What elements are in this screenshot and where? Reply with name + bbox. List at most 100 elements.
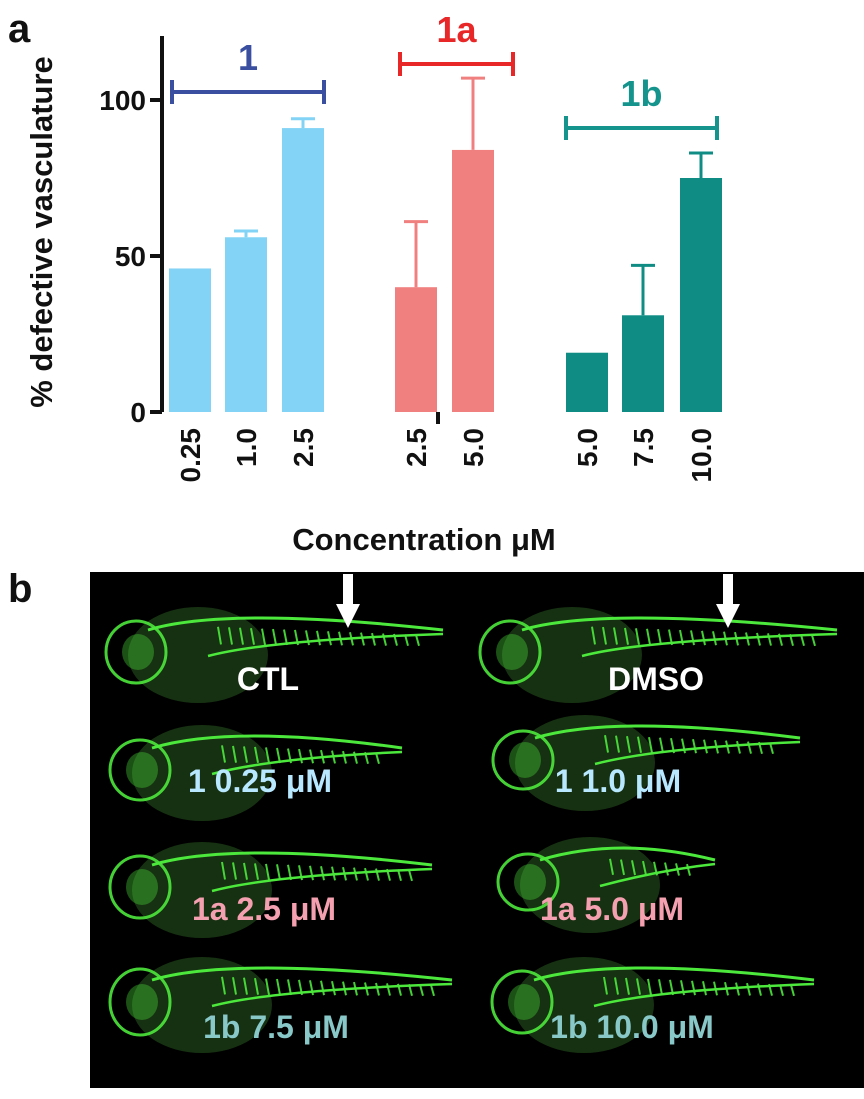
group-label-1a: 1a [436,9,477,50]
segmental-vessel [294,629,299,646]
segmental-vessel [239,627,244,645]
segmental-vessel [800,634,805,647]
segmental-vessel [703,739,708,754]
segmental-vessel [349,631,354,646]
segmental-vessel [657,628,662,646]
segmental-vessel [232,862,237,880]
segmental-vessel [714,739,719,754]
segmental-vessel [735,982,740,996]
segmental-vessel [637,736,642,753]
segmental-vessel [364,867,369,881]
eye-region [126,752,158,788]
panel-letter-a: a [8,7,31,51]
micrograph-label: 1b 10.0 μM [550,1009,714,1045]
segmental-vessel [591,626,596,645]
yolk-region [514,957,654,1053]
segmental-vessel [364,751,369,764]
segmental-vessel [767,633,772,646]
micrograph-label: 1 0.25 μM [188,763,332,799]
micrograph-panel: CTL DMSO 1 0.25 μM 1 1.0 μM 1a 2.5 μM 1a 5.0 … [90,572,864,1088]
ventral-vessel [211,867,433,893]
segmental-vessel [686,863,691,876]
y-axis-title: % defective vasculature [24,56,59,408]
bar-chart: % defective vasculature Concentration μM… [24,9,722,557]
segmental-vessel [669,979,674,996]
segmental-vessel [811,634,816,647]
ventral-vessel [599,862,716,888]
head-vasculature [108,738,172,802]
segmental-vessel [298,748,303,764]
segmental-vessel [386,983,391,996]
segmental-vessel [221,976,226,995]
segmental-vessel [276,864,281,881]
segmental-vessel [625,977,630,995]
segmental-vessel [609,858,614,875]
segmental-vessel [272,628,277,646]
x-tick-label: 5.0 [458,428,489,467]
segmental-vessel [690,630,695,646]
segmental-vessel [725,740,730,754]
segmental-vessel [602,626,607,645]
bar-1-2.5 [282,128,324,412]
segmental-vessel [320,866,325,881]
segmental-vessel [430,984,435,997]
segmental-vessel [734,631,739,646]
x-tick-label: 0.25 [175,428,206,483]
head-vasculature [478,619,542,685]
x-tick-label: 10.0 [686,428,717,483]
bar-1-0.25 [169,268,211,412]
dorsal-vessel [147,616,444,632]
head-vasculature [104,619,168,685]
segmental-vessel [287,979,292,996]
segmental-vessel [265,863,270,880]
segmental-vessel [408,984,413,996]
segmental-vessel [615,735,620,753]
segmental-vessel [375,868,380,881]
micrograph-tile: 1a 2.5 μM [108,842,433,938]
segmental-vessel [647,978,652,995]
ventral-vessel [594,740,801,766]
eye-region [126,984,158,1020]
segmental-vessel [265,747,270,764]
segmental-vessel [261,628,266,645]
segmental-vessel [636,978,641,995]
segmental-vessel [375,982,380,996]
micrograph-tile: 1b 7.5 μM [108,957,453,1053]
segmental-vessel [679,629,684,646]
segmental-vessel [779,984,784,997]
head-vasculature [490,969,554,1035]
y-tick-label: 0 [130,397,146,428]
segmental-vessel [364,982,369,996]
head-vasculature [108,967,172,1037]
bar-1b-5.0 [566,352,608,412]
segmental-vessel [746,982,751,996]
eye-region [508,984,540,1020]
segmental-vessel [320,749,325,764]
segmental-vessel [298,979,303,996]
arrow-down-icon [716,604,740,628]
segmental-vessel [692,738,697,754]
segmental-vessel [712,631,717,646]
segmental-vessel [386,868,391,881]
segmental-vessel [276,978,281,996]
group-label-1: 1 [238,37,258,78]
segmental-vessel [675,863,680,876]
micrograph-label: 1a 5.0 μM [540,891,684,927]
micrograph-label: 1a 2.5 μM [192,891,336,927]
segmental-vessel [309,980,314,996]
segmental-vessel [789,633,794,646]
segmental-vessel [713,981,718,996]
segmental-vessel [408,869,413,882]
dorsal-vessel [533,966,815,982]
bar-1a-2.5 [395,287,437,412]
segmental-vessel [287,864,292,881]
segmental-vessel [747,741,752,754]
segmental-vessel [790,984,795,997]
segmental-vessel [342,866,347,881]
group-label-1b: 1b [620,73,662,114]
arrow-shaft [343,574,353,608]
segmental-vessel [642,860,647,876]
eye-region [496,634,528,670]
head-vasculature [496,852,560,912]
segmental-vessel [758,741,763,754]
